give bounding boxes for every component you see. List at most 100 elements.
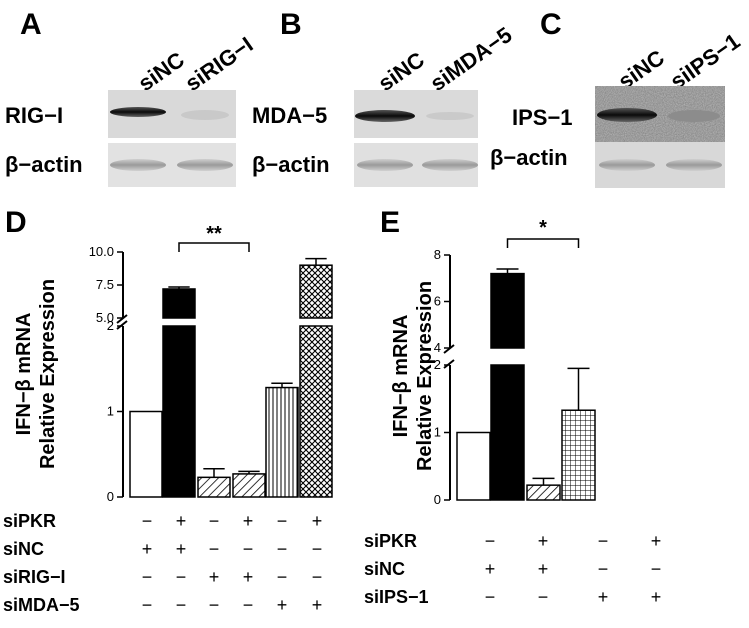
y-tick-label: 1 <box>107 404 114 419</box>
blot-band <box>355 110 415 122</box>
bar <box>299 325 333 498</box>
significance-label: * <box>539 217 547 239</box>
y-axis-title: IFN−β mRNA <box>390 315 412 438</box>
condition-symbol: − <box>312 539 323 559</box>
panel-label-e: E <box>380 206 400 239</box>
bar <box>526 484 561 501</box>
bar <box>162 288 196 319</box>
axis-break-mark <box>443 344 455 354</box>
y-tick-label: 0 <box>434 492 441 507</box>
panel-label-c: C <box>540 8 562 41</box>
y-tick-label: 6 <box>434 294 441 309</box>
condition-symbol: + <box>538 531 549 551</box>
blot-panel-b: B siNC siMDA−5 MDA−5 β−actin <box>252 8 516 187</box>
condition-symbol: − <box>142 511 153 531</box>
condition-symbol: − <box>651 559 662 579</box>
row-label-ips-1: IPS−1 <box>512 105 573 130</box>
condition-symbol: − <box>538 587 549 607</box>
bar <box>197 476 231 498</box>
significance-bracket <box>506 238 580 248</box>
axis-break-mark <box>443 359 455 369</box>
bar <box>561 409 596 501</box>
bar <box>456 431 491 501</box>
blot-band <box>666 159 722 171</box>
condition-symbol: − <box>485 531 496 551</box>
lane-label-sinc: siNC <box>134 47 189 96</box>
y-axis-title: Relative Expression <box>414 281 436 471</box>
condition-symbol: − <box>142 567 153 587</box>
condition-symbol: + <box>209 567 220 587</box>
condition-label: siPKR <box>364 531 417 551</box>
y-tick-label: 10.0 <box>89 244 114 259</box>
condition-symbol: + <box>598 587 609 607</box>
bar <box>490 364 525 501</box>
condition-symbol: + <box>538 559 549 579</box>
condition-symbol: + <box>176 539 187 559</box>
y-axis-title: Relative Expression <box>37 279 59 469</box>
condition-symbol: + <box>243 567 254 587</box>
y-tick-label: 0 <box>107 489 114 504</box>
condition-symbol: − <box>598 531 609 551</box>
condition-symbol: − <box>209 511 220 531</box>
condition-symbol: + <box>243 511 254 531</box>
blot-band <box>599 159 655 171</box>
condition-label: siMDA−5 <box>3 595 80 615</box>
blot-band <box>177 159 233 171</box>
condition-symbol: − <box>209 539 220 559</box>
y-tick-label: 1 <box>434 425 441 440</box>
condition-label: siIPS−1 <box>364 587 429 607</box>
bar <box>265 386 299 498</box>
condition-symbol: − <box>176 595 187 615</box>
blot-band <box>181 110 229 120</box>
condition-label: siRIG−I <box>3 567 66 587</box>
blot-band <box>597 108 657 122</box>
y-axis-title: IFN−β mRNA <box>13 313 35 436</box>
axis-break-mark <box>116 314 128 324</box>
y-tick-label: 4 <box>434 340 441 355</box>
row-label-mda-5: MDA−5 <box>252 103 327 128</box>
chart-e: E 0 1 2 4 6 8 IFN−β mRNA Relative Expression * si… <box>364 206 661 607</box>
blot-panel-a: A siNC siRIG−I RIG−I β−actin <box>5 8 257 187</box>
condition-symbol: + <box>485 559 496 579</box>
panel-label-b: B <box>280 8 302 41</box>
blot-band <box>110 107 166 117</box>
row-label-beta-actin: β−actin <box>5 152 83 177</box>
bar <box>490 272 525 349</box>
condition-symbol: − <box>277 511 288 531</box>
y-tick-label: 2 <box>434 357 441 372</box>
row-label-beta-actin: β−actin <box>490 145 568 170</box>
condition-symbol: + <box>312 511 323 531</box>
significance-label: ** <box>206 223 222 245</box>
condition-label: siPKR <box>3 511 56 531</box>
bar <box>162 325 196 498</box>
y-tick-label: 7.5 <box>96 277 114 292</box>
lane-label-siips-1: siIPS−1 <box>666 28 745 94</box>
blot-panel-c: C siNC siIPS−1 IPS−1 β−actin <box>490 8 744 188</box>
condition-symbol: − <box>277 567 288 587</box>
panel-label-d: D <box>5 206 27 239</box>
condition-symbol: − <box>277 539 288 559</box>
condition-symbol: + <box>651 531 662 551</box>
lane-label-sinc: siNC <box>374 47 429 96</box>
condition-symbol: + <box>277 595 288 615</box>
condition-symbol: − <box>598 559 609 579</box>
condition-symbol: − <box>209 595 220 615</box>
condition-label: siNC <box>364 559 405 579</box>
row-label-beta-actin: β−actin <box>252 152 330 177</box>
significance-bracket <box>178 242 250 252</box>
blot-band <box>422 159 478 171</box>
blot-band <box>668 110 720 122</box>
blot-band <box>110 159 166 171</box>
chart-d: D 0 1 25.0 7.5 10.0 IFN−β mRNA Relative Expres… <box>3 206 333 615</box>
row-label-rig-i: RIG−I <box>5 103 63 128</box>
condition-symbol: − <box>176 567 187 587</box>
condition-symbol: − <box>485 587 496 607</box>
panel-label-a: A <box>20 8 42 41</box>
condition-symbol: − <box>243 595 254 615</box>
lane-label-simda-5: siMDA−5 <box>426 22 517 96</box>
axis-break-mark <box>116 320 128 330</box>
condition-symbol: + <box>651 587 662 607</box>
y-tick-label: 8 <box>434 247 441 262</box>
condition-symbol: − <box>243 539 254 559</box>
